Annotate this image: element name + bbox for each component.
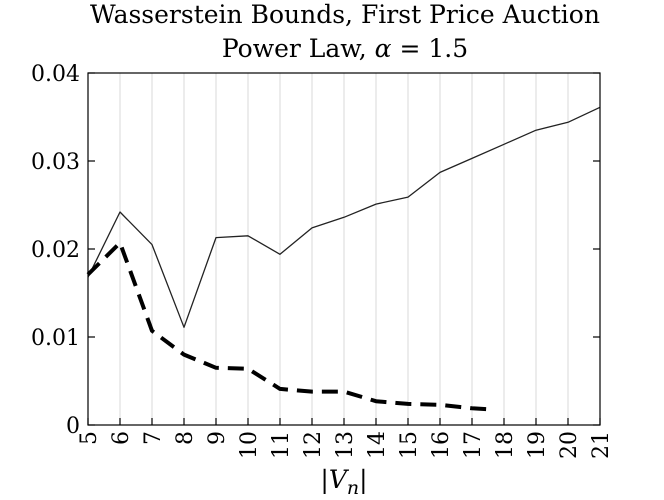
grid bbox=[119, 73, 569, 425]
x-tick-label: 21 bbox=[589, 431, 614, 459]
x-tick-label: 11 bbox=[269, 431, 294, 459]
y-tick-label: 0.03 bbox=[31, 150, 80, 175]
y-tick-label: 0.04 bbox=[31, 62, 80, 87]
chart-title: Wasserstein Bounds, First Price Auction bbox=[90, 0, 600, 29]
x-tick-label: 16 bbox=[429, 431, 454, 459]
series-solid-line bbox=[87, 106, 601, 328]
series-dashed-line bbox=[86, 240, 489, 412]
x-tick-label: 5 bbox=[77, 431, 102, 445]
x-tick-label: 15 bbox=[397, 431, 422, 459]
x-axis-label: |Vn| bbox=[320, 465, 367, 499]
x-tick-label: 10 bbox=[237, 431, 262, 459]
x-tick-label: 17 bbox=[461, 431, 486, 459]
y-tick-label: 0.01 bbox=[31, 326, 80, 351]
x-tick-label: 19 bbox=[525, 431, 550, 459]
x-tick-label: 12 bbox=[301, 431, 326, 459]
x-tick-label: 7 bbox=[141, 431, 166, 445]
x-tick-label: 13 bbox=[333, 431, 358, 459]
x-tick-label: 8 bbox=[173, 431, 198, 445]
x-tick-label: 20 bbox=[557, 431, 582, 459]
y-tick-label: 0 bbox=[66, 414, 80, 439]
chart-subtitle: Power Law, α = 1.5 bbox=[222, 34, 468, 63]
y-tick-label: 0.02 bbox=[31, 238, 80, 263]
x-axis: 5 6 7 8 9 10 11 12 13 14 15 16 17 18 19 20 21 bbox=[77, 418, 614, 459]
x-tick-label: 18 bbox=[493, 431, 518, 459]
y-axis: 0 0.01 0.02 0.03 0.04 bbox=[31, 62, 600, 439]
series-layer bbox=[86, 106, 601, 412]
x-tick-label: 14 bbox=[365, 431, 390, 459]
x-tick-label: 6 bbox=[109, 431, 134, 445]
x-tick-label: 9 bbox=[205, 431, 230, 445]
